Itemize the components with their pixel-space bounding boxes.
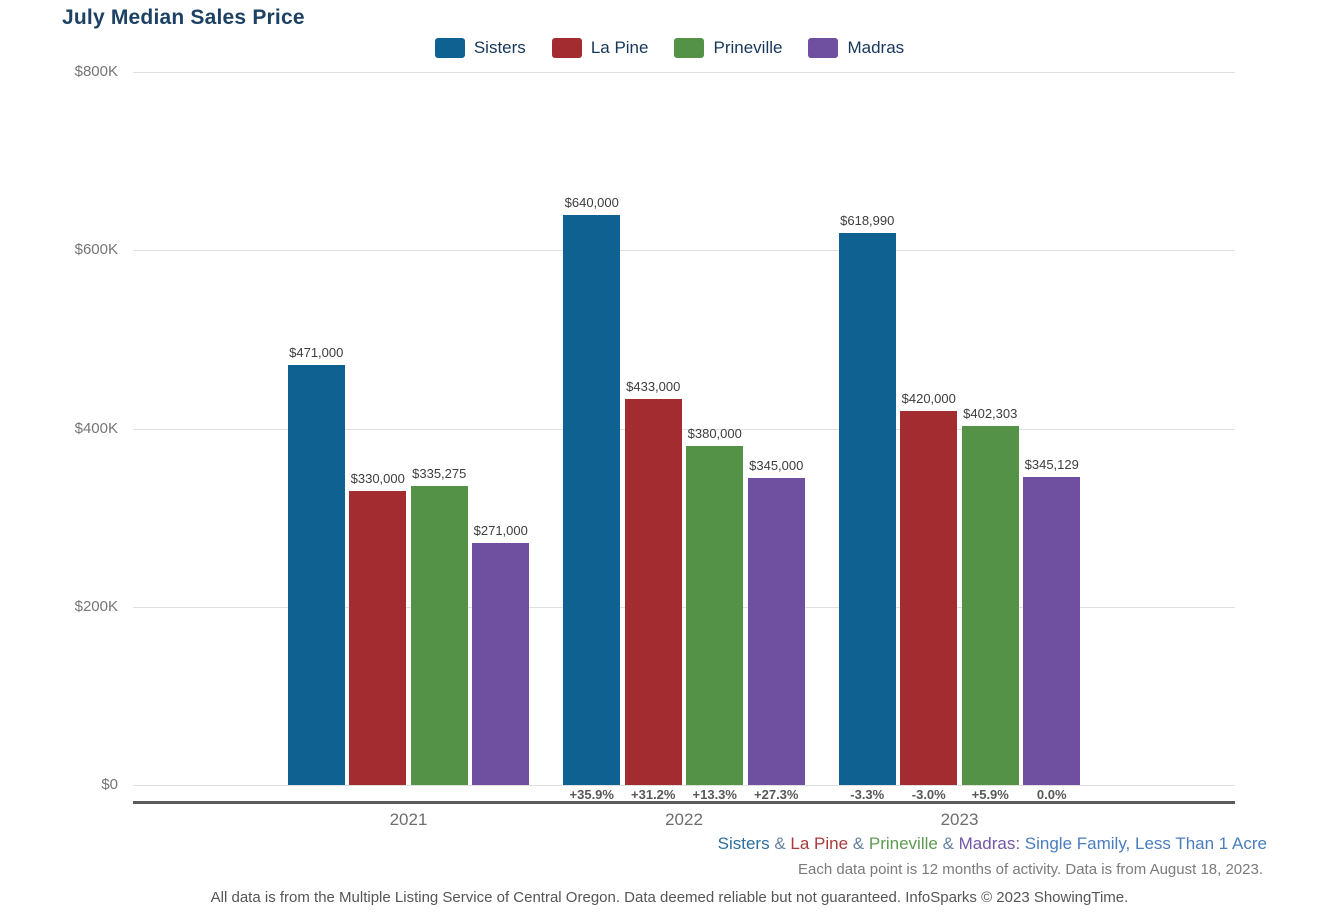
y-axis-tick: $800K xyxy=(74,63,118,80)
bar-la-pine-2021[interactable] xyxy=(349,490,407,785)
pct-change-label: -3.0% xyxy=(911,787,946,802)
bar-la-pine-2023[interactable] xyxy=(900,410,958,785)
footer-disclaimer: All data is from the Multiple Listing Se… xyxy=(210,889,1129,906)
bar-madras-2021[interactable] xyxy=(472,543,530,785)
bar-la-pine-2022[interactable] xyxy=(624,399,682,785)
pct-change-label: +13.3% xyxy=(692,787,737,802)
y-axis-tick: $600K xyxy=(74,241,118,259)
footer-segment: Single Family, Less Than 1 Acre xyxy=(1020,834,1267,853)
chart-title: July Median Sales Price xyxy=(62,6,305,29)
y-axis-tick: $200K xyxy=(74,597,118,615)
bar-value-label: $345,000 xyxy=(749,457,804,473)
footer-segment: & xyxy=(769,834,791,853)
legend-label: Madras xyxy=(847,38,905,57)
bar-madras-2023[interactable] xyxy=(1023,477,1081,785)
legend-swatch xyxy=(674,38,705,58)
bar-value-label: $640,000 xyxy=(564,194,619,210)
pct-change-label: +27.3% xyxy=(754,787,799,802)
bar-sisters-2021[interactable] xyxy=(287,365,345,785)
pct-change-label: +35.9% xyxy=(569,787,614,802)
footer-segment: La Pine xyxy=(790,834,849,853)
footer-series-description: Sisters & La Pine & Prineville & Madras:… xyxy=(718,834,1267,854)
legend-swatch xyxy=(434,38,465,58)
legend-item-madras[interactable]: Madras xyxy=(808,38,904,58)
legend: Sisters La Pine Prineville Madras xyxy=(0,38,1339,58)
footer-data-note: Each data point is 12 months of activity… xyxy=(798,861,1263,878)
bar-value-label: $380,000 xyxy=(687,426,742,442)
x-axis-line xyxy=(133,801,1235,804)
bar-value-label: $271,000 xyxy=(473,523,528,539)
legend-swatch xyxy=(551,38,582,58)
bar-prineville-2021[interactable] xyxy=(410,486,468,785)
y-axis-tick: $400K xyxy=(74,419,118,437)
y-axis-tick: $0 xyxy=(101,776,118,793)
x-axis-tick-2022: 2022 xyxy=(665,810,703,829)
bar-value-label: $433,000 xyxy=(626,379,681,395)
gridline xyxy=(133,785,1235,786)
legend-swatch xyxy=(808,38,839,58)
bar-value-label: $420,000 xyxy=(901,390,956,406)
x-axis-tick-2023: 2023 xyxy=(940,810,979,829)
legend-item-sisters[interactable]: Sisters xyxy=(434,38,526,58)
x-axis-tick-2021: 2021 xyxy=(389,810,428,829)
bar-prineville-2022[interactable] xyxy=(686,446,744,785)
bar-value-label: $330,000 xyxy=(350,470,405,486)
bar-prineville-2023[interactable] xyxy=(961,426,1019,785)
footer-segment: Sisters xyxy=(717,834,770,853)
plot-area: $471,000 $330,000 $335,275 $271,000 $640,000… xyxy=(133,72,1235,786)
pct-change-label: +5.9% xyxy=(971,787,1009,802)
gridline xyxy=(133,428,1235,430)
bar-madras-2022[interactable] xyxy=(747,477,805,785)
bar-value-label: $402,303 xyxy=(963,406,1018,422)
footer-segment: & xyxy=(937,834,959,853)
gridline xyxy=(133,606,1235,608)
legend-label: Prineville xyxy=(713,38,783,57)
bar-value-label: $345,129 xyxy=(1024,457,1079,473)
bar-value-label: $335,275 xyxy=(412,466,467,482)
bar-value-label: $618,990 xyxy=(840,213,895,229)
footer-segment: & xyxy=(848,834,869,853)
gridline xyxy=(133,72,1235,73)
footer-segment: Prineville xyxy=(868,834,938,853)
legend-item-prineville[interactable]: Prineville xyxy=(674,38,782,58)
pct-change-label: +31.2% xyxy=(631,787,676,802)
pct-change-label: -3.3% xyxy=(850,787,885,802)
bar-sisters-2022[interactable] xyxy=(563,214,621,785)
legend-label: La Pine xyxy=(590,38,649,57)
pct-change-label: 0.0% xyxy=(1036,787,1067,802)
bar-sisters-2023[interactable] xyxy=(838,233,896,785)
legend-label: Sisters xyxy=(473,38,526,57)
bar-value-label: $471,000 xyxy=(289,345,344,361)
gridline xyxy=(133,250,1235,252)
footer-segment: Madras: xyxy=(958,834,1021,853)
legend-item-la-pine[interactable]: La Pine xyxy=(551,38,649,58)
